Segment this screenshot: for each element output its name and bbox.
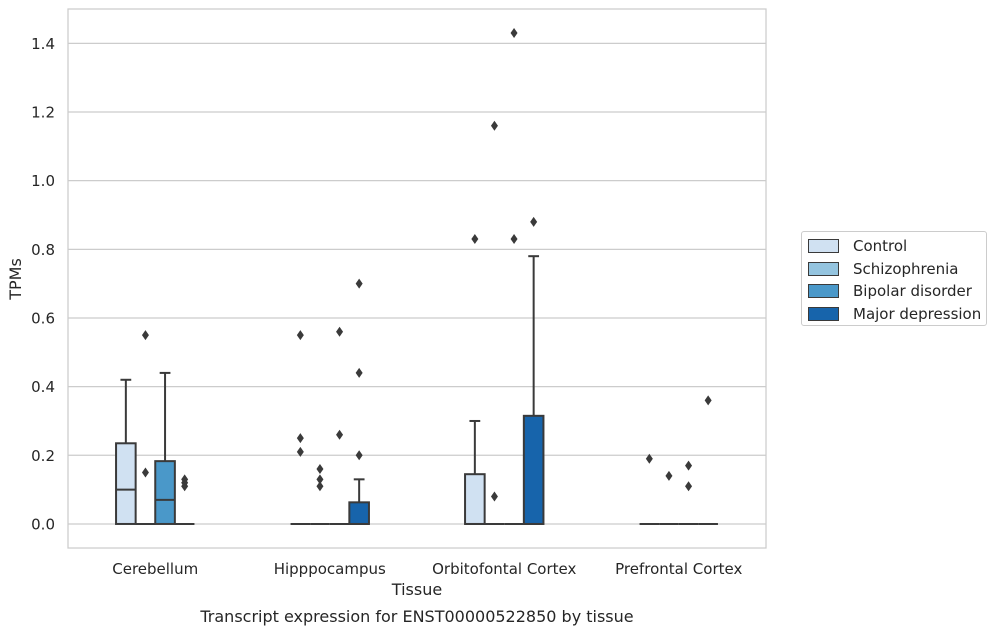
outlier-point	[181, 481, 189, 492]
legend-label: Schizophrenia	[853, 259, 959, 278]
x-axis-label: Tissue	[391, 580, 442, 599]
legend-item: Bipolar disorder	[808, 280, 986, 303]
legend-item: Control	[808, 235, 986, 258]
box-group	[290, 330, 311, 525]
box	[522, 414, 545, 525]
box-group	[115, 378, 137, 525]
x-tick-label: Orbitofontal Cortex	[432, 560, 576, 578]
box-group	[484, 120, 505, 525]
box	[464, 473, 486, 525]
outlier-point	[685, 460, 693, 471]
outlier-point	[141, 467, 149, 478]
outlier-point	[510, 28, 518, 39]
legend-label: Major depression	[853, 304, 982, 323]
box-group	[504, 28, 524, 525]
y-tick-label: 0.0	[31, 515, 55, 533]
y-tick-label: 0.2	[31, 447, 55, 465]
legend-item: Major depression	[808, 303, 986, 326]
outlier-point	[336, 429, 344, 440]
y-tick-labels: 0.0 0.2 0.4 0.6 0.8 1.0 1.2 1.4	[31, 35, 55, 534]
plot-frame	[67, 8, 767, 549]
outlier-point	[510, 234, 518, 245]
box-group	[464, 234, 486, 525]
y-tick-label: 1.0	[31, 172, 55, 190]
legend-label: Control	[853, 237, 908, 256]
x-tick-label: Cerebellum	[112, 560, 198, 578]
outlier-point	[645, 453, 653, 464]
outlier-point	[355, 450, 363, 461]
box-group	[174, 474, 195, 525]
chart-legend: Control Schizophrenia Bipolar disorder Majo…	[801, 231, 987, 326]
legend-swatch	[808, 261, 839, 276]
box	[115, 442, 137, 525]
box-group	[698, 395, 718, 525]
legend-label: Bipolar disorder	[853, 282, 972, 301]
y-tick-label: 0.8	[31, 241, 55, 259]
outlier-point	[355, 367, 363, 378]
outlier-point	[296, 330, 304, 341]
box-group	[639, 453, 660, 525]
outlier-point	[316, 474, 324, 485]
outlier-point	[355, 278, 363, 289]
box-group	[329, 326, 350, 525]
legend-item: Schizophrenia	[808, 258, 986, 281]
outlier-point	[471, 234, 479, 245]
legend-swatch	[808, 239, 839, 254]
outlier-point	[296, 433, 304, 444]
y-tick-label: 1.4	[31, 35, 55, 53]
outlier-point	[141, 330, 149, 341]
outlier-point	[316, 481, 324, 492]
y-tick-label: 0.6	[31, 309, 55, 327]
box-group	[154, 371, 176, 525]
box-group	[135, 330, 156, 525]
outlier-point	[490, 120, 498, 131]
box-group	[348, 278, 370, 525]
outlier-point	[316, 464, 324, 475]
outlier-point	[685, 481, 693, 492]
box	[154, 460, 176, 525]
box-group	[522, 216, 545, 525]
y-tick-label: 1.2	[31, 103, 55, 121]
box-layer	[115, 28, 718, 525]
outlier-point	[296, 446, 304, 457]
box-group	[678, 460, 699, 525]
legend-swatch	[808, 306, 839, 321]
outlier-point	[336, 326, 344, 337]
outlier-point	[665, 470, 673, 481]
x-tick-labels: Cerebellum Hipppocampus Orbitofontal Corte…	[112, 560, 742, 578]
y-axis-label: TPMs	[6, 258, 25, 301]
x-tick-label: Hipppocampus	[274, 560, 386, 578]
gridlines	[68, 42, 766, 525]
y-tick-label: 0.4	[31, 378, 55, 396]
box-group	[310, 464, 330, 525]
outlier-point	[530, 216, 538, 227]
legend-swatch	[808, 284, 839, 299]
x-tick-label: Prefrontal Cortex	[615, 560, 742, 578]
chart-caption: Transcript expression for ENST0000052285…	[199, 607, 633, 626]
outlier-point	[704, 395, 712, 406]
outlier-point	[490, 491, 498, 502]
box	[348, 501, 370, 525]
box-group	[659, 470, 679, 525]
